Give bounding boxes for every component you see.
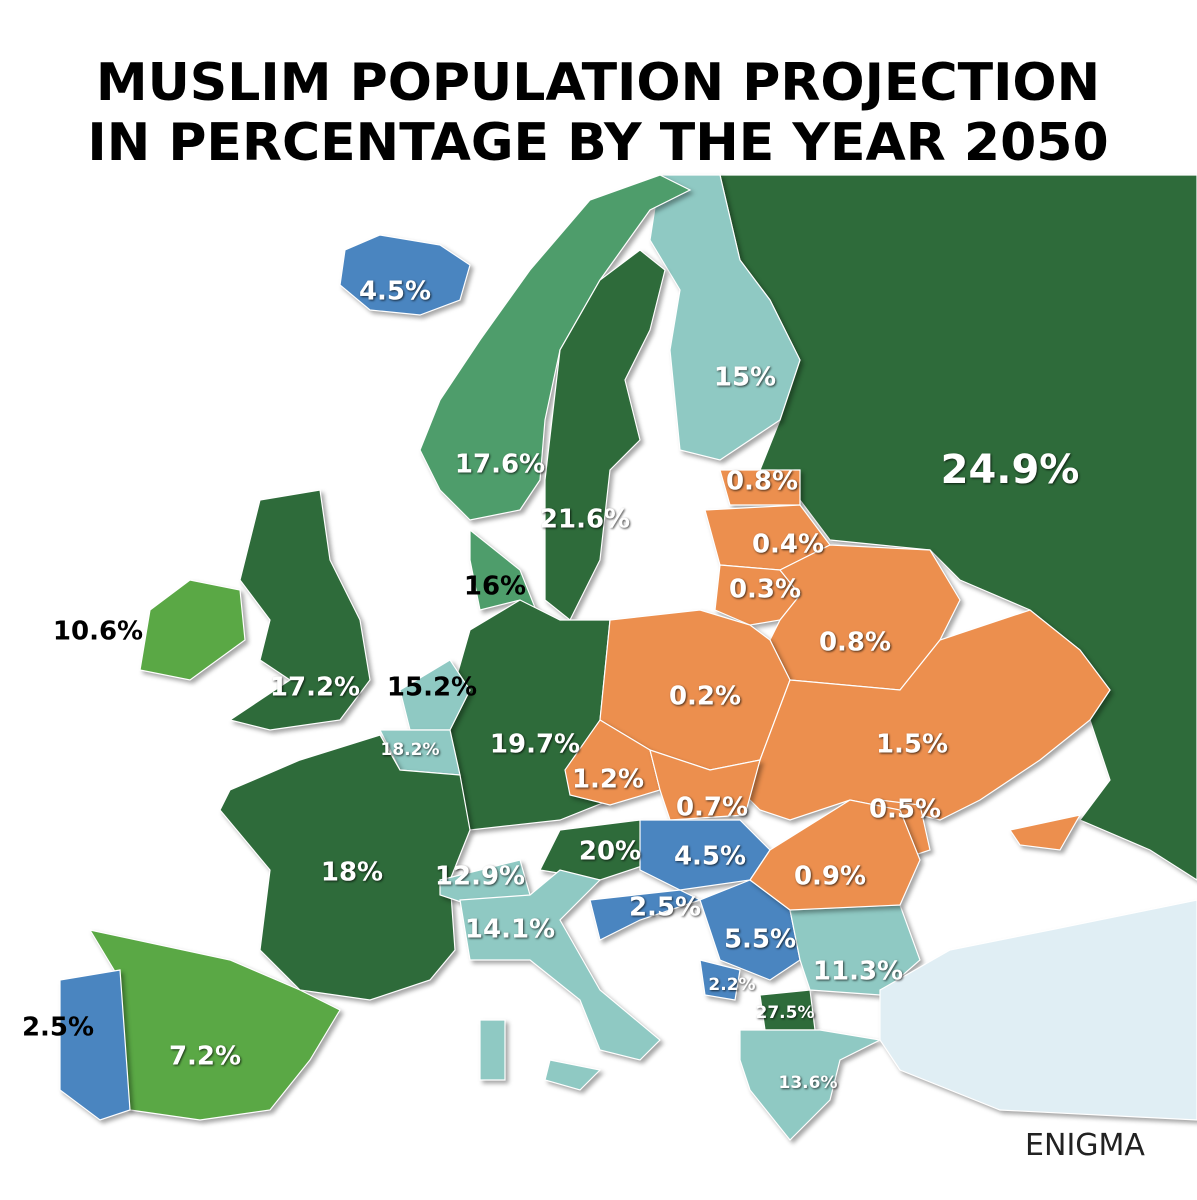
region-label: 4.5% (359, 277, 431, 307)
region-label: 11.3% (813, 957, 903, 987)
montenegro (699, 959, 741, 1001)
region-label: 17.2% (270, 673, 360, 703)
region-label: 10.6% (53, 617, 143, 647)
ireland (139, 579, 246, 681)
region-label: 15.2% (387, 673, 477, 703)
region-label: 20% (579, 837, 641, 867)
region-label: 24.9% (941, 447, 1080, 493)
netherlands (399, 659, 471, 731)
region-label: 0.8% (726, 467, 798, 497)
sardinia (479, 1019, 506, 1081)
portugal (59, 969, 131, 1121)
sicily (544, 1059, 602, 1091)
ukraine (729, 609, 1111, 821)
region-label: 4.5% (674, 842, 746, 872)
region-label: 1.2% (572, 765, 644, 795)
region-label: 1.5% (876, 730, 948, 760)
title-line: IN PERCENTAGE BY THE YEAR 2050 (87, 113, 1108, 173)
region-label: 5.5% (724, 925, 796, 955)
watermark: ENIGMA (1025, 1128, 1145, 1163)
region-label: 27.5% (756, 1003, 815, 1023)
region-label: 2.5% (629, 893, 701, 923)
region-label: 13.6% (779, 1073, 838, 1093)
region-label: 15% (714, 363, 776, 393)
region-label: 0.3% (729, 575, 801, 605)
region-label: 0.9% (794, 862, 866, 892)
finland (649, 174, 801, 461)
united-kingdom (228, 489, 371, 731)
crimea (1009, 814, 1082, 851)
region-label: 12.9% (435, 862, 525, 892)
region-label: 21.6% (540, 505, 630, 535)
norway (419, 174, 692, 521)
croatia (589, 889, 702, 941)
italy (459, 869, 661, 1061)
region-label: 18% (321, 858, 383, 888)
region-label: 0.8% (819, 628, 891, 658)
france (219, 734, 471, 1001)
iceland (339, 234, 471, 316)
region-label: 17.6% (455, 450, 545, 480)
region-label: 0.4% (752, 530, 824, 560)
greece (739, 1029, 882, 1141)
region-label: 0.5% (869, 795, 941, 825)
region-label: 16% (464, 572, 526, 602)
region-label: 2.5% (22, 1013, 94, 1043)
region-label: 0.7% (676, 793, 748, 823)
austria (539, 819, 661, 881)
region-label: 0.2% (669, 682, 741, 712)
region-label: 18.2% (381, 740, 440, 760)
turkey (879, 899, 1197, 1121)
region-label: 7.2% (169, 1042, 241, 1072)
region-label: 19.7% (490, 730, 580, 760)
romania (749, 799, 921, 911)
region-label: 14.1% (465, 915, 555, 945)
title-line: MUSLIM POPULATION PROJECTION (96, 53, 1100, 113)
region-label: 2.2% (708, 975, 755, 995)
